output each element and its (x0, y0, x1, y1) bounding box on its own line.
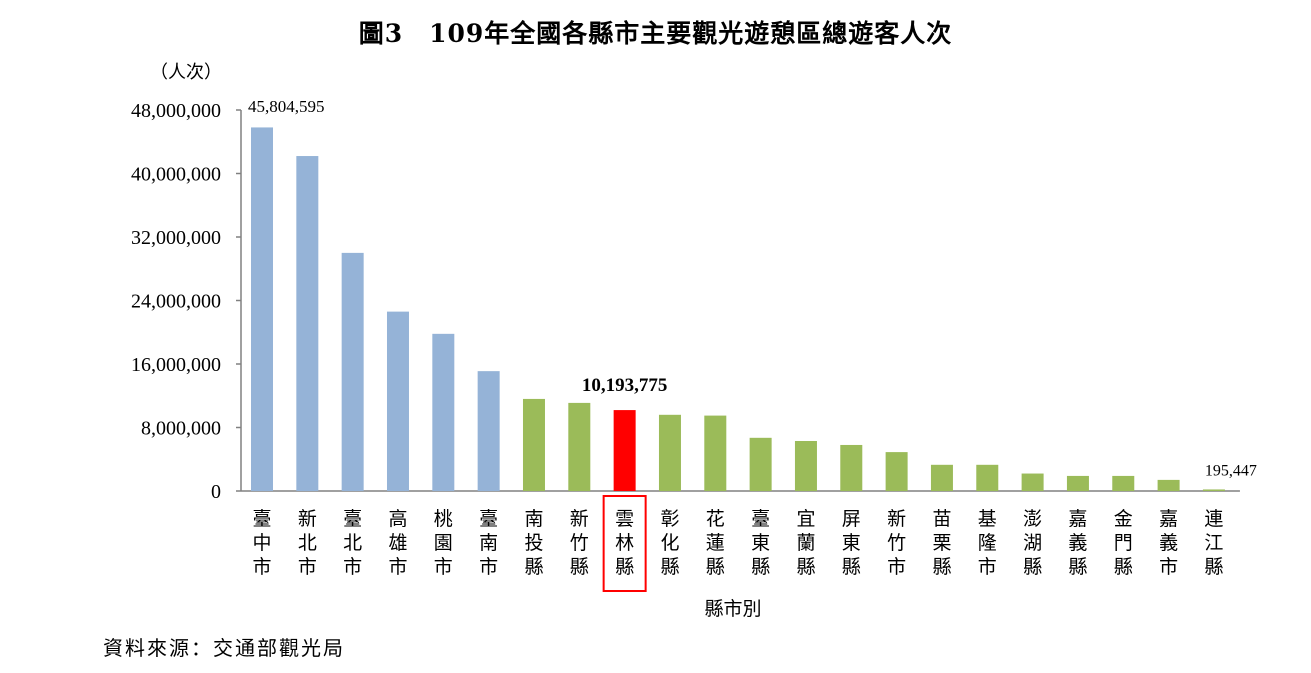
x-category-label: 宜蘭縣 (796, 508, 815, 578)
bar (794, 440, 817, 491)
bar (1202, 489, 1225, 491)
highlight-box (602, 495, 647, 592)
bar (432, 333, 455, 491)
x-axis-category-labels: 臺中市 新北市 臺北市 高雄市 桃園市 臺南市 南投縣 新竹縣 雲林縣 彰化縣 花蓮縣 臺東縣 宜蘭縣 屏… (252, 508, 1223, 578)
data-label: 195,447 (1205, 462, 1257, 479)
x-category-label: 臺中市 (252, 508, 271, 578)
figure-number: 圖3 (358, 19, 404, 48)
x-category-label: 南投縣 (524, 508, 543, 578)
y-tick-label: 8,000,000 (141, 418, 221, 440)
x-category-label: 新北市 (298, 508, 317, 578)
y-tick-label: 16,000,000 (131, 354, 221, 376)
x-category-label: 嘉義市 (1159, 508, 1178, 578)
bar (477, 371, 500, 491)
x-category-label: 新竹縣 (570, 508, 589, 578)
bar (1021, 473, 1044, 491)
data-label: 45,804,595 (248, 97, 325, 116)
bars-group (251, 127, 1225, 491)
x-category-label: 基隆市 (978, 508, 997, 578)
x-category-label: 澎湖縣 (1023, 508, 1042, 578)
bar (341, 252, 364, 491)
y-tick-label: 32,000,000 (131, 227, 221, 249)
bar (568, 402, 591, 491)
x-category-label: 苗栗縣 (932, 508, 951, 578)
x-category-label: 屏東縣 (842, 508, 861, 578)
x-category-label: 高雄市 (388, 508, 407, 578)
bar (658, 414, 681, 491)
y-tick-label: 48,000,000 (131, 100, 221, 122)
source-note: 資料來源：交通部觀光局 (103, 636, 345, 660)
data-label: 10,193,775 (582, 375, 668, 396)
x-category-label: 新竹市 (887, 508, 906, 578)
x-axis-title: 縣市別 (704, 598, 761, 620)
x-category-label: 彰化縣 (660, 508, 679, 578)
y-tick-label: 0 (211, 481, 221, 503)
x-category-label: 花蓮縣 (706, 508, 725, 578)
x-category-label: 臺北市 (343, 508, 362, 578)
bar (1157, 479, 1180, 491)
y-tick-label: 24,000,000 (131, 291, 221, 313)
x-category-label: 連江縣 (1204, 508, 1223, 578)
x-category-label: 嘉義縣 (1068, 508, 1087, 578)
bar (749, 437, 772, 491)
data-labels: 45,804,595 10,193,775 195,447 (248, 97, 1257, 479)
bar (976, 464, 999, 491)
bar (251, 127, 273, 491)
bar (522, 398, 545, 491)
x-category-label: 臺南市 (479, 508, 498, 578)
x-category-label: 雲林縣 (615, 508, 634, 578)
bar (885, 452, 908, 491)
y-axis-unit-label: （人次） (150, 62, 222, 82)
bar (386, 311, 409, 491)
bar (1112, 475, 1135, 491)
figure-title-text: 109年全國各縣市主要觀光遊憩區總遊客人次 (429, 19, 953, 48)
bar (613, 410, 636, 491)
y-tick-label: 40,000,000 (131, 164, 221, 186)
bar (704, 415, 727, 491)
bar (1066, 475, 1089, 491)
x-category-label: 桃園市 (434, 508, 453, 578)
chart-title: 圖3 109年全國各縣市主要觀光遊憩區總遊客人次 (0, 14, 1311, 50)
bar (296, 156, 319, 491)
x-category-label: 金門縣 (1114, 508, 1133, 578)
bar (840, 444, 863, 491)
bar (930, 464, 953, 491)
x-category-label: 臺東縣 (751, 508, 770, 578)
